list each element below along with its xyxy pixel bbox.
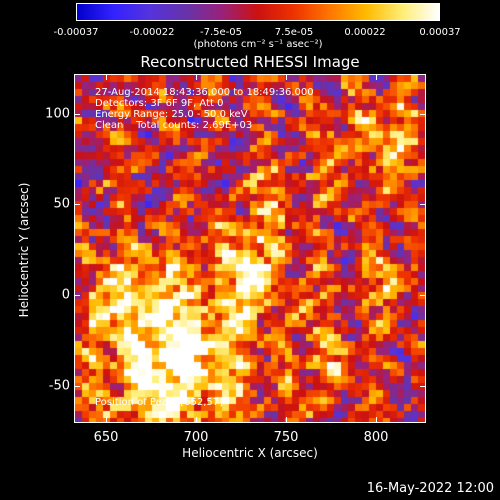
colorbar-tick: -0.00037 xyxy=(53,27,99,38)
x-tickmark xyxy=(286,74,287,80)
y-axis-label: Heliocentric Y (arcsec) xyxy=(17,182,31,318)
annotation-time: 27-Aug-2014 18:43:36.000 to 18:49:36.000 xyxy=(95,87,314,98)
y-tickmark xyxy=(74,204,80,205)
colorbar-tick: 0.00037 xyxy=(419,27,461,38)
x-tick: 700 xyxy=(183,430,209,445)
y-tick: 100 xyxy=(45,106,70,122)
y-tickmark xyxy=(420,386,426,387)
x-tickmark xyxy=(196,417,197,423)
x-tickmark xyxy=(376,74,377,80)
x-tickmark xyxy=(106,417,107,423)
y-tickmark xyxy=(74,295,80,296)
x-tick: 750 xyxy=(273,430,299,445)
y-tickmark xyxy=(420,114,426,115)
peak-position: Position of Peak: [652,57] xyxy=(95,397,224,408)
x-tick: 650 xyxy=(93,430,119,445)
x-tickmark xyxy=(286,417,287,423)
y-tickmark xyxy=(420,295,426,296)
x-tick: 800 xyxy=(363,430,389,445)
x-tickmark xyxy=(376,417,377,423)
colorbar-units: (photons cm⁻² s⁻¹ asec⁻²) xyxy=(193,39,323,50)
image-title: Reconstructed RHESSI Image xyxy=(140,53,360,71)
y-tickmark xyxy=(74,386,80,387)
y-tickmark xyxy=(74,114,80,115)
x-tickmark xyxy=(106,74,107,80)
image-plot: 27-Aug-2014 18:43:36.000 to 18:49:36.000… xyxy=(74,74,426,423)
heatmap-image xyxy=(75,75,425,422)
y-tick: 50 xyxy=(53,196,70,212)
colorbar-tick: -7.5e-05 xyxy=(200,27,242,38)
annotation-energy: Energy Range: 25.0 - 50.0 keV xyxy=(95,109,248,120)
annotation-block: 27-Aug-2014 18:43:36.000 to 18:49:36.000… xyxy=(95,87,314,131)
y-tick: -50 xyxy=(48,378,70,394)
x-tickmark xyxy=(196,74,197,80)
annotation-detectors: Detectors: 3F 6F 9F, Att 0 xyxy=(95,98,224,109)
y-tickmark xyxy=(420,204,426,205)
colorbar xyxy=(76,3,440,21)
render-date: 16-May-2022 12:00 xyxy=(366,481,494,496)
colorbar-tick: 7.5e-05 xyxy=(274,27,314,38)
y-tick: 0 xyxy=(61,287,70,303)
annotation-clean: Clean Total counts: 2.69E+03 xyxy=(95,120,253,131)
colorbar-tick: 0.00022 xyxy=(344,27,386,38)
x-axis-label: Heliocentric X (arcsec) xyxy=(182,446,318,460)
colorbar-tick: -0.00022 xyxy=(129,27,175,38)
